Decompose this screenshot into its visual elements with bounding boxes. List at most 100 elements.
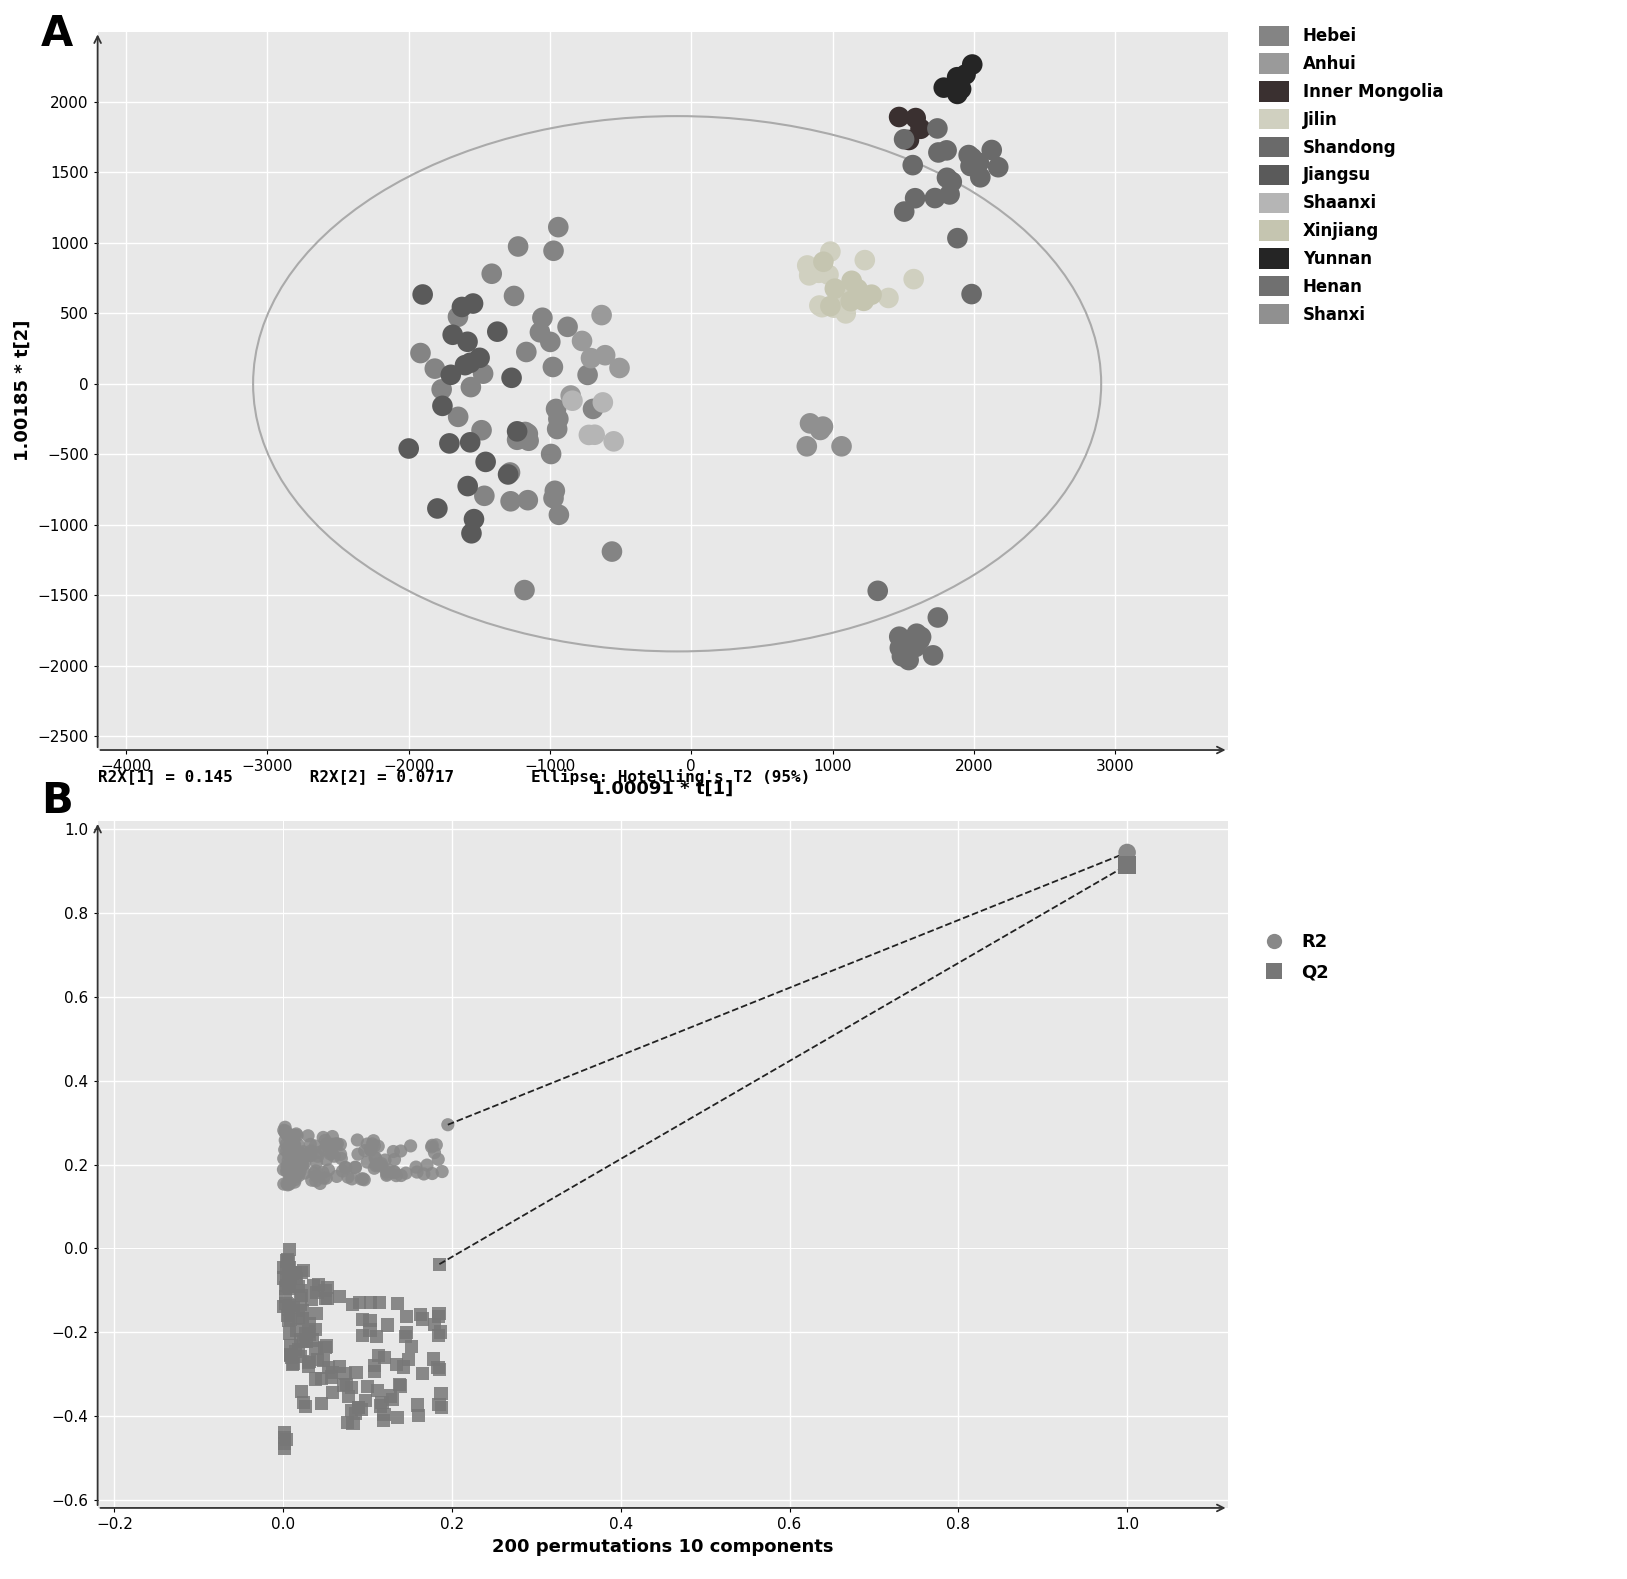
Point [286,1274,312,1300]
Point [345,1394,371,1420]
Point [426,1356,452,1382]
Point [275,1296,301,1322]
Point [457,351,483,376]
Point [277,1320,303,1345]
Point [457,374,483,399]
Point [374,1159,400,1184]
Point [374,1312,400,1337]
Point [958,281,984,306]
Point [283,1260,309,1285]
Point [361,1134,387,1159]
Point [363,1323,389,1348]
Point [314,1333,340,1358]
Point [355,1374,381,1399]
Point [277,1266,303,1292]
Point [421,355,447,381]
Point [273,1290,299,1315]
Point [304,1279,330,1304]
Point [304,1150,330,1175]
X-axis label: 1.00091 * t[1]: 1.00091 * t[1] [592,780,734,797]
Point [822,276,848,302]
Point [327,1353,353,1378]
Point [272,1424,298,1450]
Point [338,1167,364,1192]
Point [288,1344,314,1369]
Point [895,647,921,673]
Point [345,1394,371,1420]
Point [288,1284,314,1309]
Point [321,1143,347,1168]
Point [394,1304,420,1330]
Point [428,377,454,403]
Point [955,142,981,167]
Point [275,1274,301,1300]
Point [371,1402,397,1427]
Point [592,343,618,368]
Point [934,166,960,191]
Point [968,164,994,189]
Point [281,1167,308,1192]
Point [360,1131,386,1156]
Point [844,276,870,302]
Point [387,1138,413,1164]
Point [381,1161,407,1186]
Point [280,1127,306,1153]
Point [286,1140,312,1165]
Point [833,300,859,325]
Point [410,283,436,308]
Point [485,319,511,344]
Point [420,1161,446,1186]
Point [358,1137,384,1162]
Point [498,488,524,513]
Point [277,1307,303,1333]
Point [338,1397,364,1423]
Point [277,1266,303,1292]
Point [555,314,581,339]
Point [286,1161,312,1186]
Point [363,1145,389,1170]
Point [273,1427,299,1453]
Point [395,1347,421,1372]
Point [449,294,475,319]
Point [901,186,927,212]
Point [283,1317,309,1342]
Point [423,1132,449,1157]
Point [281,1140,308,1165]
Point [312,1127,338,1153]
Point [275,1172,301,1197]
Point [514,422,540,447]
Point [434,1112,460,1137]
Point [314,1287,340,1312]
Point [960,52,986,77]
Point [805,261,831,286]
Point [817,238,843,264]
Point [280,1162,306,1187]
Point [299,1287,325,1312]
Point [543,396,569,422]
Point [979,137,1005,163]
Point [591,390,617,415]
Point [900,153,926,178]
Point [472,483,498,508]
Point [392,1161,418,1186]
Point [277,1134,303,1159]
Point [283,1164,309,1189]
Point [277,1249,303,1274]
Point [273,1276,299,1301]
Point [903,621,929,646]
Point [838,268,864,294]
Point [275,1156,301,1181]
Point [275,1246,301,1271]
Point [312,1334,338,1360]
Point [472,450,498,475]
Point [952,62,978,87]
Point [277,1168,303,1194]
Point [273,1159,299,1184]
Point [277,1266,303,1292]
Point [926,141,952,166]
Point [403,1159,430,1184]
Point [319,1364,345,1390]
Point [540,238,566,264]
Point [291,1151,317,1176]
Point [1114,853,1141,878]
